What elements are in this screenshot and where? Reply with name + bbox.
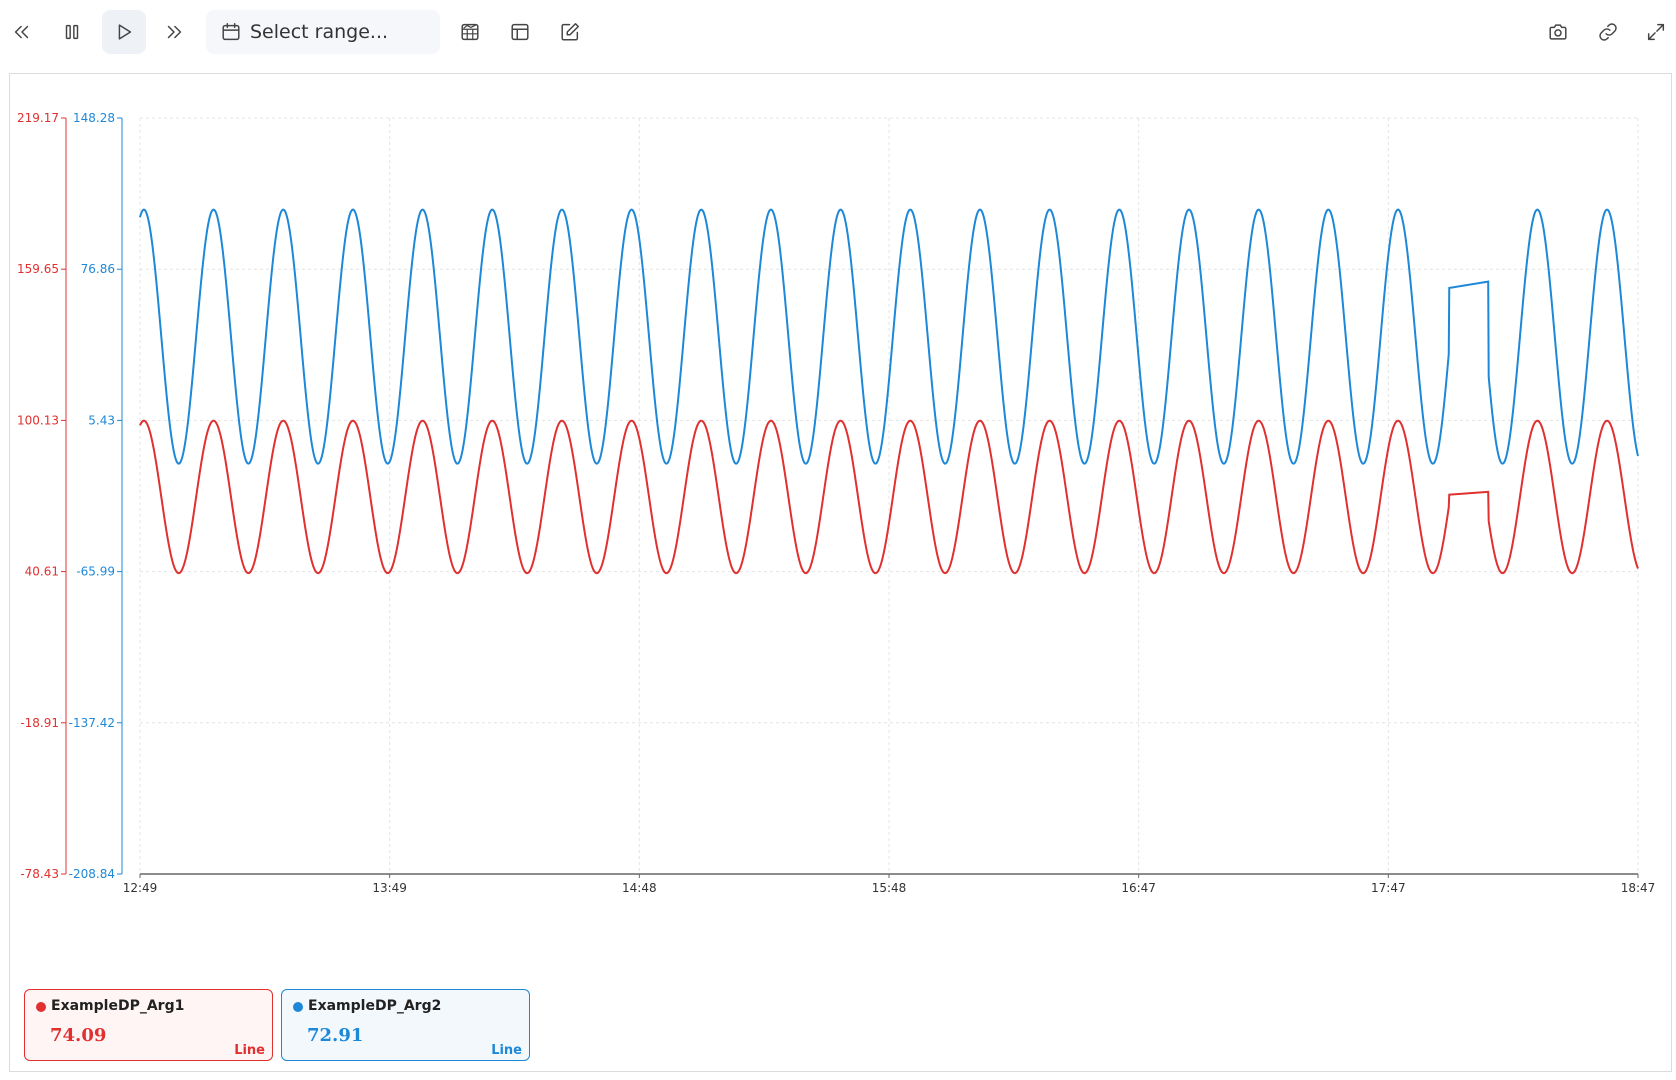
play-icon <box>118 24 132 40</box>
screenshot-button[interactable] <box>1536 10 1580 54</box>
y-tick-label: 159.65 <box>17 262 59 276</box>
legend-card-series-1[interactable]: ExampleDP_Arg1 74.09 Line <box>24 989 273 1061</box>
x-tick-label: 15:48 <box>872 881 907 895</box>
x-tick-label: 12:49 <box>123 881 158 895</box>
link-button[interactable] <box>1586 10 1630 54</box>
y-tick-label: -137.42 <box>69 716 115 730</box>
series-color-dot <box>36 1002 46 1012</box>
line-chart[interactable]: 12:49 13:49 14:48 15:48 16:47 17:47 18:47 219.1… <box>10 74 1671 1071</box>
series-line-2 <box>139 208 1639 465</box>
x-tick-label: 18:47 <box>1621 881 1656 895</box>
series-color-dot <box>293 1002 303 1012</box>
series-line-1 <box>139 419 1639 575</box>
edit-button[interactable] <box>548 10 592 54</box>
y-tick-label: 100.13 <box>17 413 59 427</box>
y-tick-label: 76.86 <box>81 262 115 276</box>
y-tick-label: 219.17 <box>17 111 59 125</box>
camera-icon <box>1549 24 1567 40</box>
series-name: ExampleDP_Arg2 <box>308 998 442 1014</box>
link-icon <box>1599 23 1617 41</box>
table-chart-button[interactable] <box>448 10 492 54</box>
table-chart-icon <box>461 23 479 41</box>
pause-button[interactable] <box>50 10 94 54</box>
series-current-value: 74.09 <box>50 1025 107 1046</box>
forward-button[interactable] <box>152 10 196 54</box>
series-name: ExampleDP_Arg1 <box>51 998 185 1014</box>
toolbar: Select range... <box>0 0 1676 68</box>
rewind-button[interactable] <box>0 10 44 54</box>
table-icon <box>511 23 529 41</box>
y-tick-label: -65.99 <box>76 565 115 579</box>
select-range-button[interactable]: Select range... <box>206 10 440 54</box>
y-tick-label: -18.91 <box>20 716 59 730</box>
x-tick-label: 17:47 <box>1371 881 1406 895</box>
y-tick-label: 148.28 <box>73 111 115 125</box>
expand-icon <box>1647 23 1665 41</box>
play-button[interactable] <box>102 10 146 54</box>
legend-card-series-2[interactable]: ExampleDP_Arg2 72.91 Line <box>281 989 530 1061</box>
table-button[interactable] <box>498 10 542 54</box>
x-tick-label: 13:49 <box>372 881 407 895</box>
y-tick-label: -208.84 <box>69 867 115 881</box>
pause-icon <box>65 24 79 40</box>
chart-panel: 12:49 13:49 14:48 15:48 16:47 17:47 18:47 219.1… <box>9 73 1672 1072</box>
edit-icon <box>561 23 579 41</box>
x-tick-label: 14:48 <box>622 881 657 895</box>
y-tick-label: 40.61 <box>25 565 59 579</box>
y-tick-label: 5.43 <box>88 413 115 427</box>
series-type-label: Line <box>234 1043 265 1058</box>
expand-button[interactable] <box>1636 10 1676 54</box>
x-tick-label: 16:47 <box>1121 881 1156 895</box>
double-chevron-right-icon <box>167 25 182 39</box>
double-chevron-left-icon <box>14 25 29 39</box>
select-range-label: Select range... <box>250 21 389 43</box>
series-current-value: 72.91 <box>307 1025 364 1046</box>
calendar-icon <box>222 23 240 41</box>
y-tick-label: -78.43 <box>20 867 59 881</box>
series-type-label: Line <box>491 1043 522 1058</box>
